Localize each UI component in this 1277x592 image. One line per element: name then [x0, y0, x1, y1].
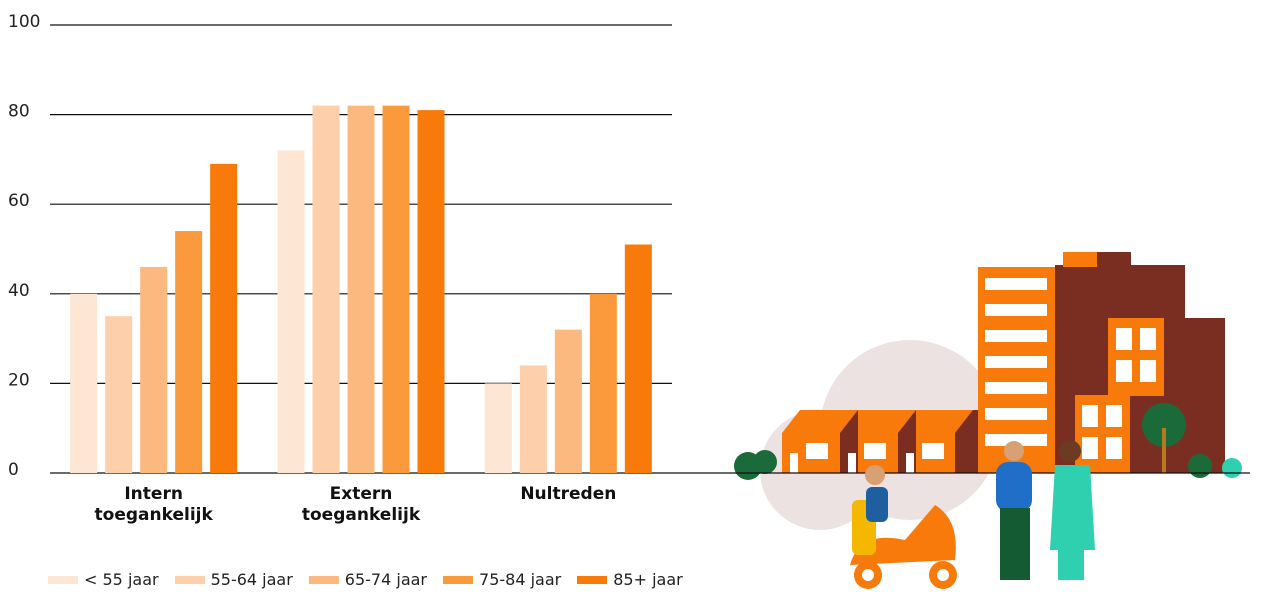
bar — [347, 105, 375, 473]
bar — [140, 266, 168, 473]
legend-label: < 55 jaar — [84, 570, 159, 589]
illustration — [672, 252, 1250, 589]
legend: < 55 jaar 55-64 jaar 65-74 jaar 75-84 jaar 8… — [48, 570, 683, 589]
bar — [417, 110, 445, 474]
legend-label: 65-74 jaar — [344, 570, 428, 589]
legend-label: 75-84 jaar — [479, 570, 562, 589]
x-tick-label: Intern toegankelijk — [94, 484, 213, 525]
bar — [70, 293, 98, 473]
bar — [105, 316, 133, 473]
legend-swatch — [308, 575, 339, 584]
y-tick-label: 20 — [8, 370, 30, 390]
bar — [277, 150, 305, 473]
bar — [210, 163, 238, 473]
bar — [175, 231, 203, 473]
y-tick-label: 0 — [8, 460, 19, 480]
legend-swatch — [443, 575, 474, 584]
bar — [589, 293, 617, 473]
legend-swatch — [48, 575, 78, 584]
y-tick-label: 80 — [8, 102, 30, 122]
legend-item: 65-74 jaar — [308, 570, 428, 589]
x-tick-label: Extern toegankelijk — [301, 484, 421, 525]
legend-label: 55-64 jaar — [210, 570, 293, 589]
legend-swatch — [577, 575, 608, 584]
y-tick-label: 40 — [8, 281, 30, 301]
bar — [519, 365, 547, 473]
legend-item: < 55 jaar — [48, 570, 159, 589]
bar — [484, 383, 512, 473]
bar — [312, 105, 340, 473]
bar — [554, 329, 582, 473]
x-tick-label: Nultreden — [520, 484, 617, 504]
legend-swatch — [174, 575, 205, 584]
y-tick-label: 100 — [8, 12, 40, 32]
legend-item: 75-84 jaar — [443, 570, 561, 589]
bar — [624, 244, 652, 473]
y-tick-label: 60 — [8, 191, 30, 211]
legend-label: 85+ jaar — [613, 570, 683, 589]
legend-item: 55-64 jaar — [174, 570, 293, 589]
bar — [382, 105, 410, 473]
legend-item: 85+ jaar — [577, 570, 683, 589]
